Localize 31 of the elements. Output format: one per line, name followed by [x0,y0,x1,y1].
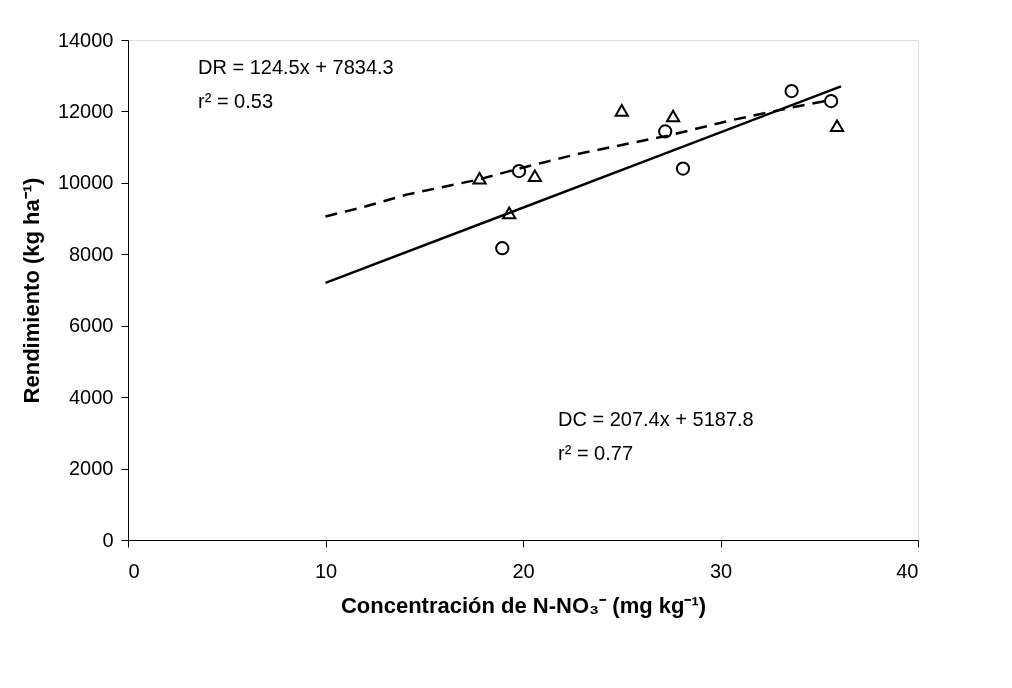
point [511,163,527,179]
y-tick-label: 8000 [69,242,114,265]
y-tick-label: 2000 [69,457,114,480]
annotation: r² = 0.77 [558,442,634,464]
point [658,124,673,139]
point [495,241,510,256]
y-tick-label: 0 [102,528,114,551]
annotation: DC = 207.4x + 5187.8 [558,408,754,430]
y-tick-label: 14000 [57,28,114,51]
point [675,161,691,176]
y-tick-label: 10000 [57,171,114,194]
point [784,83,799,99]
y-tick-label: 6000 [69,314,114,337]
y-tick-label: 4000 [69,385,114,408]
point [665,109,681,123]
x-tick-label: 20 [512,559,535,582]
x-tick-label: 30 [709,559,733,582]
x-tick-label: 0 [128,559,140,582]
point [823,93,839,109]
x-tick-label: 40 [896,559,919,582]
point [502,206,517,220]
point [614,104,629,117]
x-axis-title: Concentración de N-NO₃⁻ (mg kg⁻¹) [340,592,707,618]
point [527,169,542,183]
point [472,171,487,185]
y-tick-label: 12000 [57,99,114,122]
point [829,119,845,133]
annotation: DR = 124.5x + 7834.3 [198,56,394,78]
y-axis-title: Rendimiento (kg ha⁻¹) [18,177,44,404]
x-tick-label: 10 [314,559,338,582]
annotation: r² = 0.53 [198,90,274,112]
